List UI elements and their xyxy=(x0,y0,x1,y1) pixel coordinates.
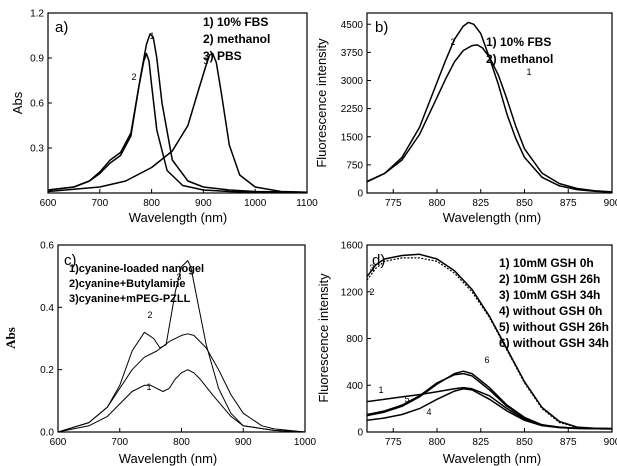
legend-entry: 5) without GSH 26h xyxy=(499,320,609,334)
curve-label: 1 xyxy=(526,67,531,77)
y-axis-label: Fluorescence intensity xyxy=(316,273,331,403)
x-tick-label: 775 xyxy=(385,198,402,209)
y-tick-label: 0.4 xyxy=(40,303,54,314)
x-tick-label: 850 xyxy=(516,437,533,448)
legend-entry: 2) methanol xyxy=(203,32,270,46)
x-tick-label: 900 xyxy=(604,198,617,209)
legend-entry: 3) 10mM GSH 34h xyxy=(499,288,600,302)
legend-entry: 1) 10% FBS xyxy=(486,35,551,49)
legend-entry: 6) without GSH 34h xyxy=(499,336,609,350)
series-line-3 xyxy=(48,52,307,193)
y-tick-label: 0.6 xyxy=(30,99,44,110)
x-tick-label: 900 xyxy=(604,437,617,448)
y-tick-label: 0.6 xyxy=(40,241,54,252)
x-tick-label: 875 xyxy=(560,437,577,448)
curve-label: 2 xyxy=(131,72,136,82)
legend-entry: 4) without GSH 0h xyxy=(499,304,602,318)
y-axis-label: Abs xyxy=(10,91,25,114)
legend-entry: 1) 10mM GSH 0h xyxy=(499,256,594,270)
legend-entry: 2)cyanine+Butylamine xyxy=(69,278,185,290)
series-line-3 xyxy=(367,253,612,430)
x-tick-label: 775 xyxy=(385,437,402,448)
x-tick-label: 800 xyxy=(143,198,160,209)
y-tick-label: 0.9 xyxy=(30,54,44,65)
legend-entry: 1)cyanine-loaded nanogel xyxy=(69,263,204,275)
series-line-2 xyxy=(367,21,612,193)
x-tick-label: 800 xyxy=(173,437,190,448)
x-tick-label: 800 xyxy=(429,198,446,209)
series-line-3 xyxy=(58,260,305,432)
y-tick-label: 750 xyxy=(346,160,363,171)
legend-entry: 3)cyanine+mPEG-PZLL xyxy=(69,293,191,305)
panel-d: 775 800 825 850 875 900 0 400 800 1200 1600 Wavelen… xyxy=(316,241,617,466)
x-axis-label: Wavelength (nm) xyxy=(129,210,228,225)
y-tick-label: 0.0 xyxy=(40,428,54,439)
curve-label: 3 xyxy=(369,263,374,273)
curve-label: 2 xyxy=(147,310,152,320)
y-tick-label: 4500 xyxy=(341,20,364,31)
x-tick-label: 600 xyxy=(40,198,57,209)
x-tick-label: 700 xyxy=(111,437,128,448)
curve-label: 5 xyxy=(404,394,409,404)
plot-frame xyxy=(366,12,613,194)
panel-a: 600 700 800 900 1000 1100 0.3 0.6 0.9 1.2 Waveleng… xyxy=(10,9,318,226)
x-tick-label: 600 xyxy=(50,437,67,448)
y-tick-label: 0.3 xyxy=(30,144,44,155)
series-line-2 xyxy=(48,52,307,193)
y-axis-label: Fluorescence intensity xyxy=(314,38,329,168)
curve-label: 2 xyxy=(369,287,374,297)
x-axis-label: Wavelength (nm) xyxy=(443,210,542,225)
x-tick-label: 875 xyxy=(560,198,577,209)
y-tick-label: 400 xyxy=(346,381,363,392)
curve-label: 6 xyxy=(484,355,489,365)
x-tick-label: 700 xyxy=(91,198,108,209)
y-tick-label: 2250 xyxy=(341,104,364,115)
x-tick-label: 900 xyxy=(235,437,252,448)
curve-label: 4 xyxy=(426,407,431,417)
x-tick-label: 825 xyxy=(472,437,489,448)
y-tick-label: 0 xyxy=(357,189,363,200)
y-tick-label: 3750 xyxy=(341,48,364,59)
y-tick-label: 0 xyxy=(357,428,363,439)
panel-label: c) xyxy=(64,252,77,269)
x-tick-label: 850 xyxy=(516,198,533,209)
curve-label: 3 xyxy=(176,272,181,282)
legend-entry: 3) PBS xyxy=(203,49,242,63)
x-tick-label: 1000 xyxy=(294,437,317,448)
curve-label: 1 xyxy=(149,31,154,41)
legend-entry: 2) 10mM GSH 26h xyxy=(499,272,600,286)
y-tick-label: 1500 xyxy=(341,132,364,143)
series-line-2 xyxy=(367,257,612,430)
series-line-1 xyxy=(48,33,307,193)
series-line-2 xyxy=(58,333,305,432)
x-tick-label: 1000 xyxy=(244,198,267,209)
series-line-1 xyxy=(367,44,612,193)
y-tick-label: 3000 xyxy=(341,76,364,87)
y-tick-label: 1600 xyxy=(341,241,364,252)
y-axis-label: Abs xyxy=(3,327,18,349)
series-line-1 xyxy=(58,369,305,432)
panel-b: 775 800 825 850 875 900 0 750 1500 2250 3000 3750 45… xyxy=(314,12,617,225)
x-tick-label: 825 xyxy=(472,198,489,209)
x-tick-label: 900 xyxy=(195,198,212,209)
panel-label: a) xyxy=(55,19,68,36)
x-tick-label: 1100 xyxy=(296,198,318,209)
legend-entry: 2) methanol xyxy=(486,52,553,66)
y-tick-label: 1200 xyxy=(341,287,364,298)
x-tick-label: 800 xyxy=(429,437,446,448)
panel-label: b) xyxy=(375,19,388,36)
y-tick-label: 800 xyxy=(346,334,363,345)
series-line-6 xyxy=(367,370,612,430)
y-tick-label: 1.2 xyxy=(30,9,44,20)
curve-label: 2 xyxy=(450,37,455,47)
x-axis-label: Wavelength (nm) xyxy=(443,451,542,466)
panel-c: 600 700 800 900 1000 0.0 0.2 0.4 0.6 Wavelength (… xyxy=(3,241,317,466)
y-tick-label: 0.2 xyxy=(40,365,54,376)
curve-label: 3 xyxy=(203,56,208,66)
legend-entry: 1) 10% FBS xyxy=(203,15,268,29)
curve-label: 1 xyxy=(378,385,383,395)
curve-label: 1 xyxy=(146,382,151,392)
x-axis-label: Wavelength (nm) xyxy=(119,451,218,466)
